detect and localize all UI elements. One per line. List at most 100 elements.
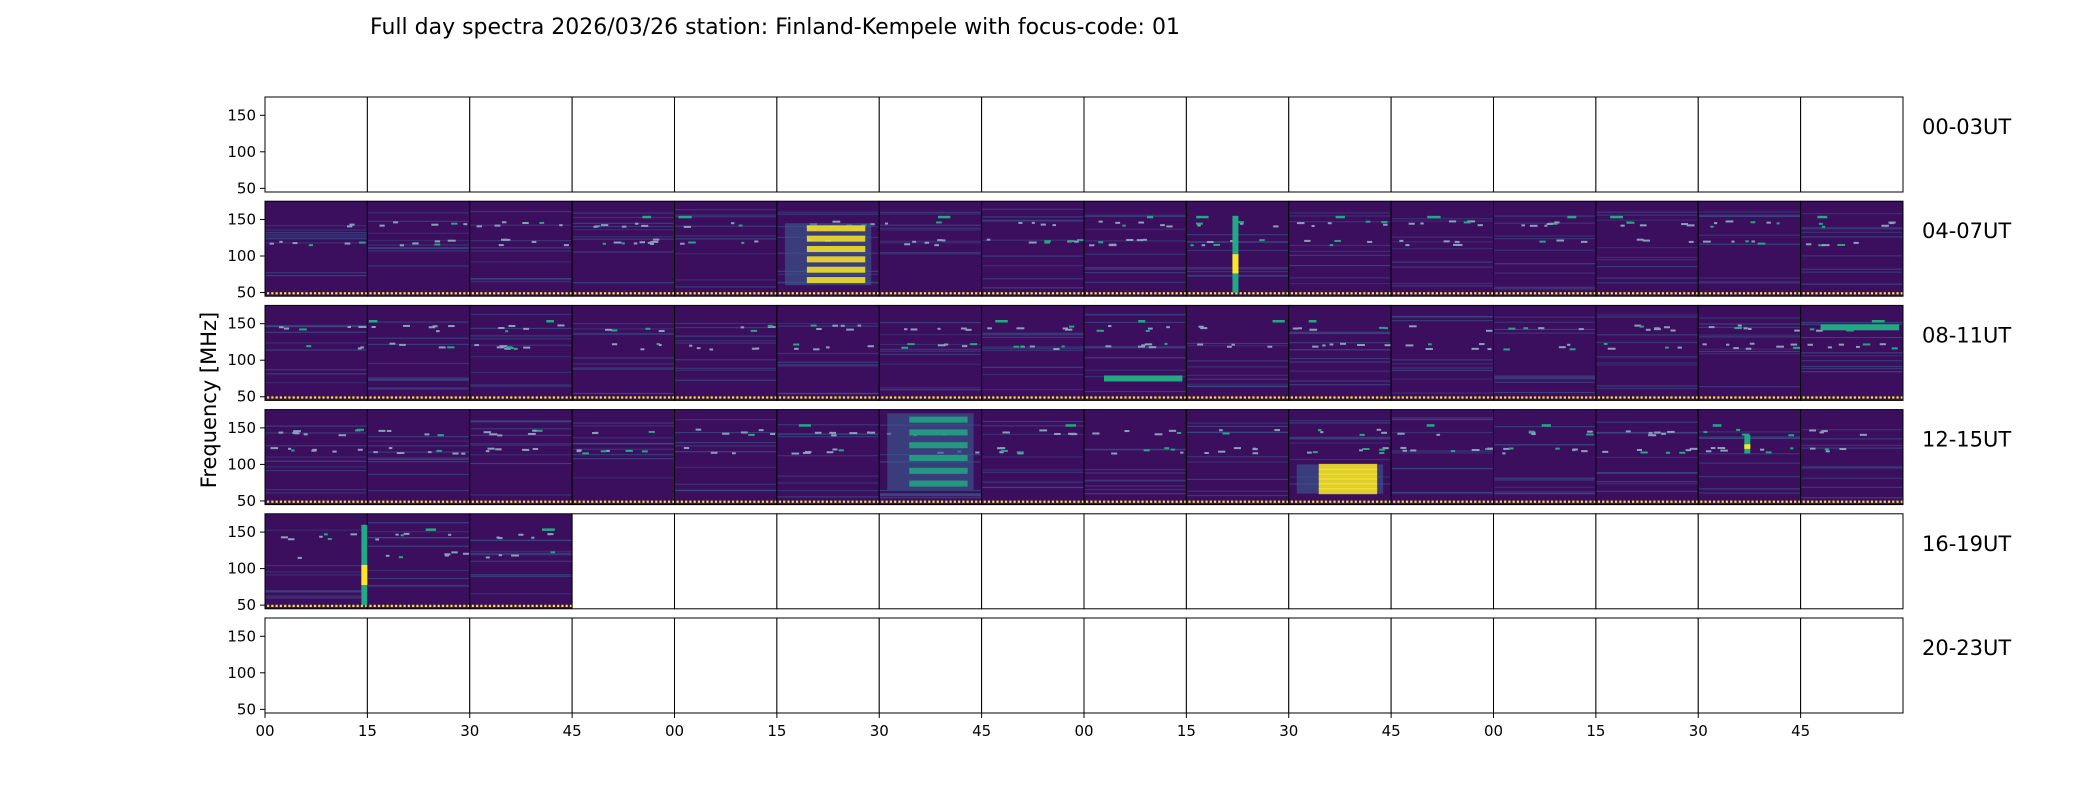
- panel-background: [572, 201, 675, 297]
- baseline-dot: [787, 500, 790, 503]
- rfi-dash: [483, 431, 492, 434]
- baseline-dot: [552, 500, 555, 503]
- baseline-dot: [1043, 396, 1046, 399]
- spectrum-stripe: [1391, 247, 1494, 250]
- baseline-dot: [1593, 500, 1596, 503]
- baseline-dot: [326, 396, 329, 399]
- rfi-dash: [810, 324, 817, 327]
- baseline-dot: [416, 396, 419, 399]
- rfi-dash: [1065, 424, 1076, 427]
- baseline-dot: [894, 396, 897, 399]
- spectrum-stripe: [1084, 214, 1187, 216]
- y-tick-label: 100: [227, 247, 256, 265]
- spectrum-stripe: [1595, 316, 1699, 318]
- baseline-dot: [1000, 500, 1003, 503]
- baseline-dot: [1768, 396, 1771, 399]
- rfi-dash: [1170, 448, 1175, 451]
- baseline-dot: [1444, 396, 1447, 399]
- baseline-dot: [488, 292, 492, 295]
- baseline-dot: [1111, 292, 1114, 295]
- baseline-dot: [1282, 396, 1285, 399]
- baseline-dot: [510, 604, 513, 607]
- baseline-dot: [1785, 292, 1788, 295]
- spectrum-stripe: [981, 456, 1084, 458]
- baseline-dot: [1666, 292, 1669, 295]
- baseline-dot: [693, 500, 696, 503]
- spectrum-stripe: [1493, 479, 1596, 481]
- baseline-dot: [1738, 500, 1741, 503]
- baseline-dot: [1674, 500, 1677, 503]
- spectrum-stripe: [1800, 365, 1903, 368]
- spectrum-stripe: [367, 461, 470, 463]
- rfi-dash: [934, 244, 939, 247]
- panel-background: [776, 513, 880, 609]
- baseline-dot: [339, 292, 342, 295]
- spectrum-stripe: [1698, 336, 1801, 338]
- baseline-dot: [1384, 500, 1387, 503]
- baseline-dot: [1346, 396, 1349, 399]
- baseline-dot: [608, 396, 611, 399]
- baseline-dot: [685, 292, 688, 295]
- baseline-dot: [1879, 396, 1882, 399]
- baseline-dot: [552, 604, 555, 607]
- spectrum-stripe: [981, 208, 1084, 210]
- spectrum-stripe: [981, 389, 1084, 391]
- baseline-dot: [979, 396, 982, 399]
- baseline-dot: [633, 500, 637, 503]
- rfi-dash: [279, 326, 284, 329]
- rfi-dash: [1745, 347, 1752, 350]
- baseline-dot: [603, 396, 607, 399]
- baseline-dot: [1623, 292, 1626, 295]
- baseline-dot: [1286, 500, 1289, 503]
- spectrum-stripe: [1698, 326, 1801, 328]
- rfi-dash: [395, 533, 399, 536]
- spectrum-stripe: [1595, 259, 1699, 261]
- baseline-dot: [1896, 500, 1899, 503]
- panel-background: [1698, 305, 1801, 401]
- baseline-dot: [1461, 292, 1464, 295]
- rfi-dash: [1146, 215, 1154, 219]
- baseline-dot: [1875, 292, 1878, 295]
- spectrum-panel: [1595, 96, 1699, 193]
- baseline-dot: [330, 604, 334, 607]
- baseline-dot: [975, 292, 978, 295]
- baseline-dot: [659, 500, 662, 503]
- x-tick-label: 45: [1791, 722, 1810, 740]
- baseline-dot: [548, 500, 551, 503]
- baseline-dot: [1026, 396, 1029, 399]
- baseline-dot: [373, 396, 376, 399]
- baseline-dot: [1077, 396, 1080, 399]
- baseline-dot: [1333, 292, 1336, 295]
- baseline-dot: [996, 396, 999, 399]
- baseline-dot: [1111, 396, 1114, 399]
- rfi-dash: [386, 429, 392, 432]
- baseline-dot: [1602, 396, 1605, 399]
- spectrum-panel: [776, 513, 880, 610]
- baseline-dot: [808, 396, 811, 399]
- baseline-dot: [919, 396, 922, 399]
- baseline-dot: [480, 500, 483, 503]
- rfi-dash: [710, 451, 718, 454]
- rfi-dash: [1148, 327, 1153, 330]
- baseline-dot: [586, 396, 590, 399]
- baseline-dot: [1000, 292, 1003, 295]
- baseline-dot: [625, 500, 628, 503]
- baseline-dot: [518, 604, 521, 607]
- rfi-dash: [975, 451, 980, 454]
- spectrum-stripe: [674, 235, 777, 237]
- rfi-dash: [500, 238, 508, 241]
- baseline-dot: [851, 396, 854, 399]
- panel-background: [469, 618, 573, 713]
- baseline-dot: [1900, 292, 1903, 295]
- rfi-dash: [610, 329, 618, 332]
- rfi-dash: [522, 221, 529, 224]
- baseline-dot: [1585, 500, 1588, 503]
- baseline-dot: [309, 604, 312, 607]
- spectrum-stripe: [265, 466, 368, 468]
- rfi-dash: [1196, 215, 1209, 219]
- baseline-dot: [1730, 292, 1733, 295]
- baseline-dot: [1060, 500, 1063, 503]
- baseline-dot: [394, 292, 398, 295]
- baseline-dot: [476, 604, 479, 607]
